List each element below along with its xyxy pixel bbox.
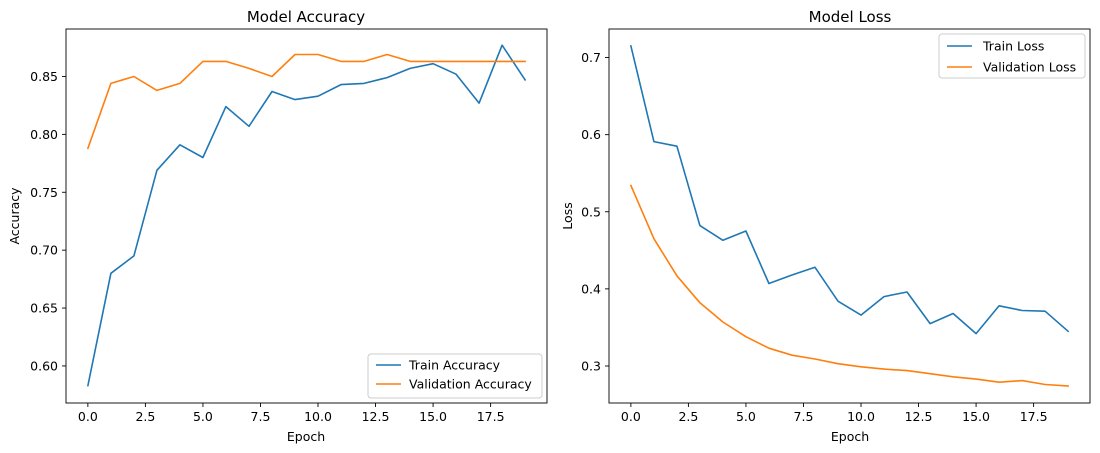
legend-label-train-accuracy: Train Accuracy: [408, 358, 501, 373]
x-tick-label: 17.5: [1020, 409, 1048, 424]
x-tick-label: 12.5: [362, 409, 390, 424]
x-tick-label: 0.0: [78, 409, 98, 424]
x-tick-label: 0.0: [621, 409, 641, 424]
loss-chart: Model Loss 0.0 2.5 5.0 7.5 10.0 12.5 15.0 17.5 …: [560, 8, 1091, 444]
plot-area-frame: [608, 28, 1091, 404]
chart-title: Model Accuracy: [247, 8, 365, 26]
series-line-validation-loss: [629, 184, 1069, 387]
x-tick-label: 17.5: [477, 409, 505, 424]
legend: Train Accuracy Validation Accuracy: [367, 353, 543, 399]
y-tick-label: 0.75: [30, 185, 58, 200]
legend-label-validation-accuracy: Validation Accuracy: [409, 377, 532, 392]
x-tick-label: 7.5: [794, 409, 814, 424]
y-tick-label: 0.5: [581, 204, 601, 219]
y-tick-label: 0.7: [581, 50, 601, 65]
series-lines: [86, 44, 527, 387]
y-axis-ticks: 0.3 0.4 0.5 0.6 0.7: [581, 50, 609, 373]
accuracy-chart: Model Accuracy 0.0 2.5 5.0 7.5 10.0 12.5 15.0 1…: [7, 8, 548, 444]
y-tick-label: 0.65: [30, 301, 58, 316]
legend-label-train-loss: Train Loss: [982, 39, 1044, 54]
x-tick-label: 7.5: [251, 409, 271, 424]
x-tick-label: 12.5: [905, 409, 933, 424]
x-tick-label: 10.0: [304, 409, 332, 424]
x-tick-label: 15.0: [419, 409, 447, 424]
x-axis-ticks: 0.0 2.5 5.0 7.5 10.0 12.5 15.0 17.5: [621, 403, 1048, 424]
x-tick-label: 15.0: [962, 409, 990, 424]
legend-frame: [938, 33, 1086, 79]
x-axis-label: Epoch: [831, 429, 869, 444]
y-tick-label: 0.80: [30, 127, 58, 142]
y-axis-ticks: 0.60 0.65 0.70 0.75 0.80 0.85: [30, 69, 66, 373]
series-line-train-loss: [629, 45, 1070, 335]
y-axis-label: Loss: [560, 202, 575, 229]
y-axis-label: Accuracy: [7, 187, 22, 245]
legend-label-validation-loss: Validation Loss: [983, 60, 1076, 75]
y-tick-label: 0.85: [30, 69, 58, 84]
x-tick-label: 5.0: [736, 409, 756, 424]
legend: Train Loss Validation Loss: [938, 33, 1086, 79]
x-tick-label: 5.0: [193, 409, 213, 424]
y-tick-label: 0.6: [581, 127, 601, 142]
legend-frame: [367, 353, 543, 399]
y-tick-label: 0.70: [30, 243, 58, 258]
y-tick-label: 0.3: [581, 358, 601, 373]
y-tick-label: 0.60: [30, 358, 58, 373]
plot-area-frame: [65, 28, 548, 404]
series-lines: [629, 45, 1070, 387]
series-line-validation-accuracy: [86, 53, 526, 150]
x-tick-label: 2.5: [135, 409, 155, 424]
chart-title: Model Loss: [809, 8, 892, 26]
x-tick-label: 10.0: [847, 409, 875, 424]
series-line-train-accuracy: [86, 44, 527, 387]
x-axis-ticks: 0.0 2.5 5.0 7.5 10.0 12.5 15.0 17.5: [78, 403, 505, 424]
x-axis-label: Epoch: [287, 429, 325, 444]
x-tick-label: 2.5: [678, 409, 698, 424]
y-tick-label: 0.4: [581, 281, 601, 296]
